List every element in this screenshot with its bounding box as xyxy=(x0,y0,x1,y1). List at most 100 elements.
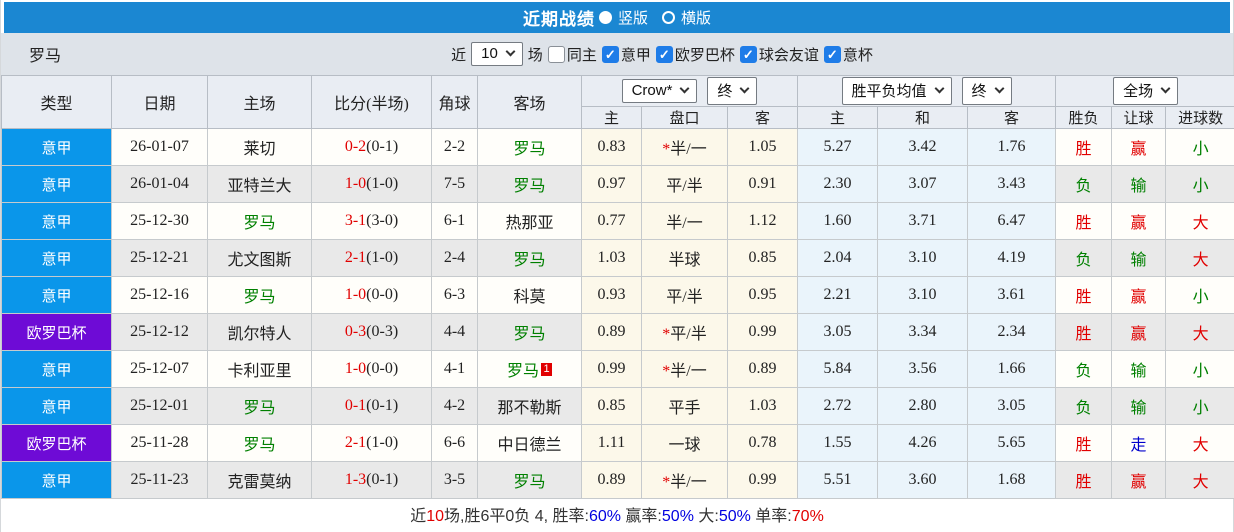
handicap-cell: 平/半 xyxy=(641,276,728,314)
subheader-avg-draw: 和 xyxy=(877,106,969,129)
table-row: 意甲 25-12-21 尤文图斯 2-1(1-0) 2-4 罗马 1.03 半球… xyxy=(1,239,1234,277)
fulltime-score: 1-0 xyxy=(344,286,367,303)
handicap-cell: 半/一 xyxy=(641,202,728,240)
avg-draw-cell: 2.80 xyxy=(877,387,969,425)
chevron-down-icon xyxy=(934,83,944,94)
avg-away-cell: 4.19 xyxy=(967,239,1057,277)
league-cell: 意甲 xyxy=(1,239,112,277)
score-cell: 0-3(0-3) xyxy=(311,313,432,351)
filter-checkbox-same-home[interactable]: 同主 xyxy=(547,44,597,65)
corners-cell: 6-6 xyxy=(431,424,478,462)
table-row: 意甲 26-01-07 莱切 0-2(0-1) 2-2 罗马 0.83 *半/一… xyxy=(1,128,1234,166)
away-team-name: 那不勒斯 xyxy=(497,400,562,417)
date-cell: 25-11-28 xyxy=(111,424,208,462)
away-team-name: 热那亚 xyxy=(505,215,554,232)
average-stage-select[interactable]: 终 xyxy=(961,77,1012,105)
avg-draw-cell: 3.34 xyxy=(877,313,969,351)
checkbox-label: 意杯 xyxy=(842,46,873,64)
league-cell: 欧罗巴杯 xyxy=(1,313,112,351)
card-badge: 1 xyxy=(541,363,552,376)
away-team: 罗马 xyxy=(477,313,582,351)
handicap-result-cell: 走 xyxy=(1111,424,1167,462)
result-cell: 负 xyxy=(1055,387,1113,425)
avg-home-cell: 2.30 xyxy=(797,165,879,203)
away-team: 罗马 xyxy=(477,165,582,203)
avg-away-cell: 3.43 xyxy=(967,165,1057,203)
full-match-select[interactable]: 全场 xyxy=(1113,77,1179,105)
halftime-score: (1-0) xyxy=(366,249,399,266)
corners-cell: 4-2 xyxy=(431,387,478,425)
subheader-handicap: 盘口 xyxy=(641,106,728,129)
filter-checkbox-coppa-italia[interactable]: 意杯 xyxy=(823,44,873,65)
odds-away-cell: 1.12 xyxy=(726,202,799,240)
away-team: 那不勒斯 xyxy=(477,387,582,425)
home-team: 罗马 xyxy=(207,202,312,240)
subheader-goals: 进球数 xyxy=(1165,106,1234,129)
odds-home-cell: 0.97 xyxy=(581,165,642,203)
fulltime-score: 1-0 xyxy=(344,175,367,192)
date-cell: 25-12-16 xyxy=(111,276,208,314)
handicap-cell: 平手 xyxy=(641,387,728,425)
away-team-name: 罗马 xyxy=(513,326,546,343)
header-corners: 角球 xyxy=(431,75,478,129)
date-cell: 26-01-04 xyxy=(111,165,208,203)
handicap-star: * xyxy=(662,474,671,491)
radio-option-vertical[interactable]: 竖版 xyxy=(598,7,648,28)
goals-result-cell: 大 xyxy=(1165,461,1234,499)
handicap-value: 半/一 xyxy=(670,141,707,158)
bookmaker-select[interactable]: Crow* xyxy=(621,79,698,103)
match-count-select[interactable]: 10 xyxy=(471,42,523,66)
corners-cell: 4-4 xyxy=(431,313,478,351)
checkbox-label: 同主 xyxy=(566,46,597,64)
checkbox-icon xyxy=(739,45,757,63)
filter-checkbox-club-friendly[interactable]: 球会友谊 xyxy=(739,44,819,65)
home-team: 罗马 xyxy=(207,276,312,314)
goals-result-cell: 大 xyxy=(1165,202,1234,240)
fulltime-score: 2-1 xyxy=(344,434,367,451)
subheader-handicap-result: 让球 xyxy=(1111,106,1167,129)
score-cell: 3-1(3-0) xyxy=(311,202,432,240)
avg-draw-cell: 3.07 xyxy=(877,165,969,203)
odds-away-cell: 0.91 xyxy=(726,165,799,203)
halftime-score: (0-0) xyxy=(366,286,399,303)
corners-cell: 2-4 xyxy=(431,239,478,277)
radio-option-horizontal[interactable]: 横版 xyxy=(662,7,711,28)
halftime-score: (0-3) xyxy=(366,323,399,340)
result-cell: 负 xyxy=(1055,239,1113,277)
filter-checkbox-europa-league[interactable]: 欧罗巴杯 xyxy=(655,44,735,65)
table-row: 意甲 25-11-23 克雷莫纳 1-3(0-1) 3-5 罗马 0.89 *半… xyxy=(1,461,1234,499)
table-row: 欧罗巴杯 25-12-12 凯尔特人 0-3(0-3) 4-4 罗马 0.89 … xyxy=(1,313,1234,351)
subheader-avg-away: 客 xyxy=(967,106,1057,129)
date-cell: 26-01-07 xyxy=(111,128,208,166)
corners-cell: 3-5 xyxy=(431,461,478,499)
odds-stage-select[interactable]: 终 xyxy=(707,77,758,105)
avg-away-cell: 3.61 xyxy=(967,276,1057,314)
chevron-down-icon xyxy=(679,83,690,94)
league-cell: 意甲 xyxy=(1,461,112,499)
subheader-odds-away: 客 xyxy=(726,106,799,129)
odds-home-cell: 0.77 xyxy=(581,202,642,240)
league-cell: 意甲 xyxy=(1,202,112,240)
goals-result-cell: 小 xyxy=(1165,165,1234,203)
result-cell: 胜 xyxy=(1055,424,1113,462)
score-cell: 1-0(0-0) xyxy=(311,276,432,314)
odds-away-cell: 1.03 xyxy=(726,387,799,425)
away-team: 罗马 xyxy=(477,128,582,166)
avg-draw-cell: 4.26 xyxy=(877,424,969,462)
handicap-result-cell: 输 xyxy=(1111,350,1167,388)
filters: 近 10 场 同主 意甲 欧罗巴杯 球会友谊 xyxy=(361,42,873,66)
away-team-name: 中日德兰 xyxy=(497,437,562,454)
checkbox-icon xyxy=(655,45,673,63)
odds-away-cell: 0.95 xyxy=(726,276,799,314)
table-row: 意甲 25-12-16 罗马 1-0(0-0) 6-3 科莫 0.93 平/半 … xyxy=(1,276,1234,314)
radio-selected-icon xyxy=(598,11,612,24)
full-match-group-header: 全场 xyxy=(1055,75,1234,107)
corners-cell: 6-1 xyxy=(431,202,478,240)
filter-checkbox-serie-a[interactable]: 意甲 xyxy=(601,44,651,65)
average-odds-select[interactable]: 胜平负均值 xyxy=(841,77,952,105)
handicap-result-cell: 赢 xyxy=(1111,128,1167,166)
result-cell: 负 xyxy=(1055,165,1113,203)
avg-draw-cell: 3.71 xyxy=(877,202,969,240)
chevron-down-icon xyxy=(739,83,750,94)
